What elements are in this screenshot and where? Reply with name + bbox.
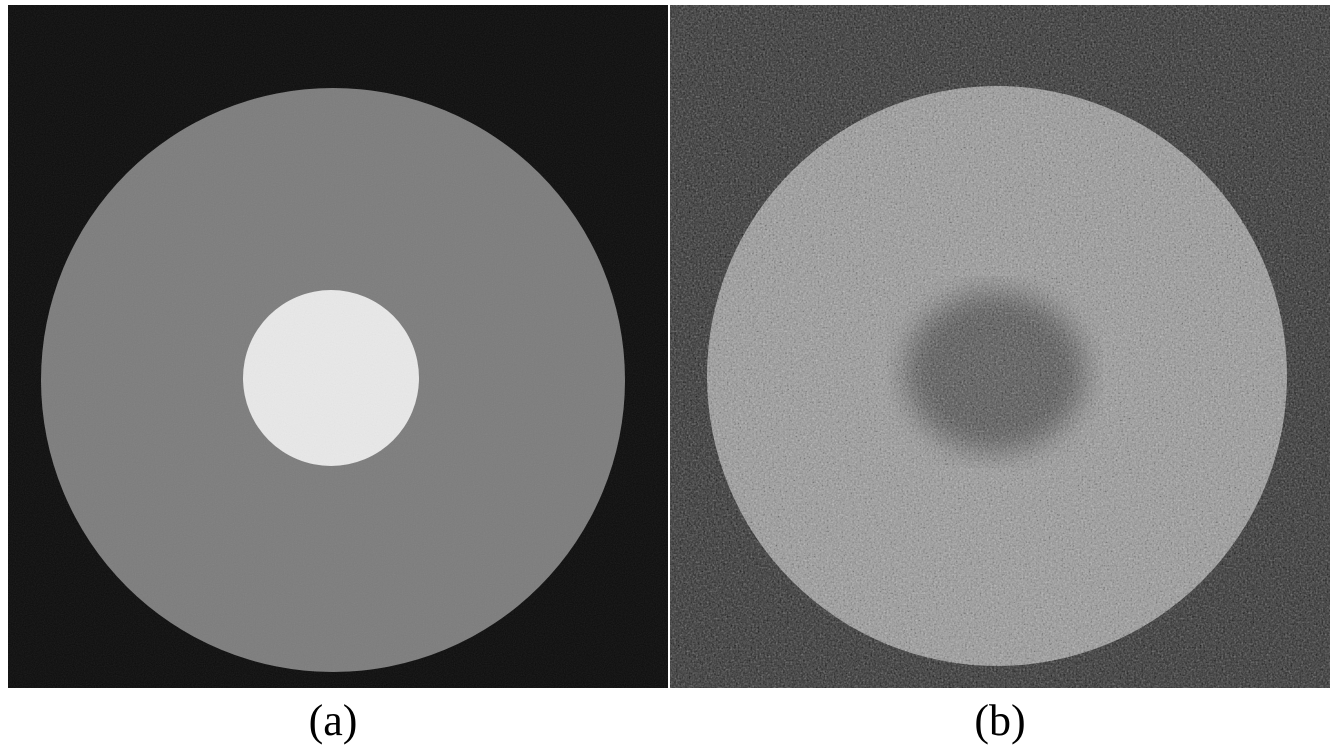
- panel-a: [8, 5, 668, 688]
- caption: (a): [309, 696, 358, 745]
- panel-b: [670, 5, 1330, 688]
- caption: (b): [974, 696, 1025, 745]
- figure: (a) (b): [0, 0, 1338, 754]
